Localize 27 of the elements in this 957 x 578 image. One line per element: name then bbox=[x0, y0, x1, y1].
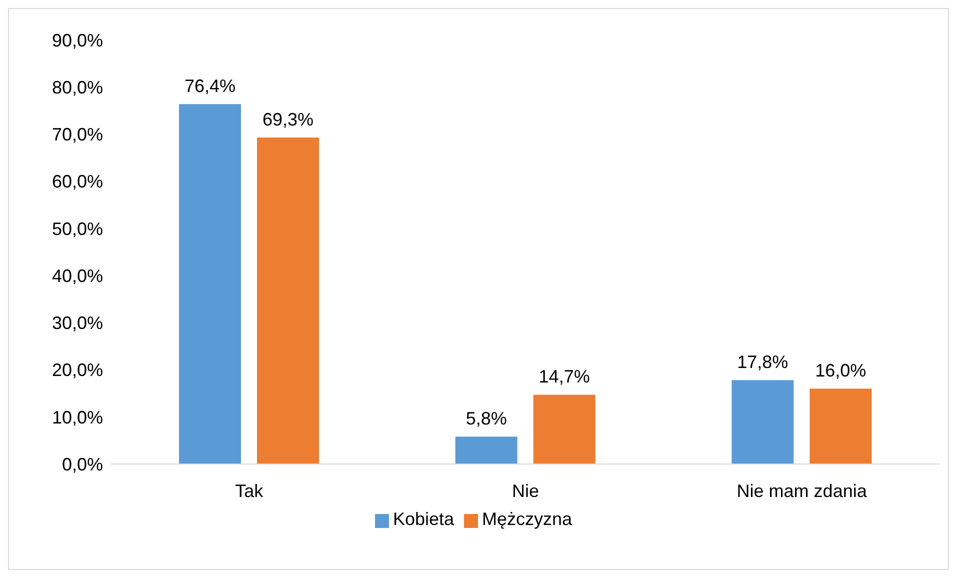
bar bbox=[455, 436, 518, 464]
y-tick-label: 60,0% bbox=[52, 172, 103, 192]
bar bbox=[810, 388, 872, 464]
legend-label: Mężczyzna bbox=[482, 509, 572, 529]
y-tick-label: 10,0% bbox=[52, 407, 103, 428]
y-tick-label: 50,0% bbox=[52, 218, 103, 239]
data-label: 14,7% bbox=[538, 366, 590, 387]
data-label: 5,8% bbox=[466, 408, 507, 429]
data-label: 69,3% bbox=[262, 110, 314, 130]
y-tick-label: 30,0% bbox=[52, 313, 103, 334]
bar bbox=[257, 138, 319, 464]
x-tick-label: Nie mam zdania bbox=[736, 480, 868, 501]
y-tick-label: 80,0% bbox=[52, 78, 103, 98]
x-tick-label: Tak bbox=[235, 480, 264, 501]
x-tick-label: Nie bbox=[512, 480, 540, 501]
data-label: 17,8% bbox=[737, 352, 788, 372]
bar bbox=[533, 394, 596, 464]
y-tick-label: 70,0% bbox=[52, 124, 103, 145]
bar bbox=[179, 104, 241, 464]
bar bbox=[732, 380, 794, 464]
y-tick-label: 0,0% bbox=[62, 454, 103, 474]
y-tick-label: 40,0% bbox=[52, 266, 103, 286]
data-label: 16,0% bbox=[815, 360, 866, 381]
y-tick-label: 90,0% bbox=[52, 30, 103, 50]
legend-label: Kobieta bbox=[392, 509, 454, 529]
data-label: 76,4% bbox=[184, 76, 236, 96]
y-tick-label: 20,0% bbox=[52, 360, 103, 380]
